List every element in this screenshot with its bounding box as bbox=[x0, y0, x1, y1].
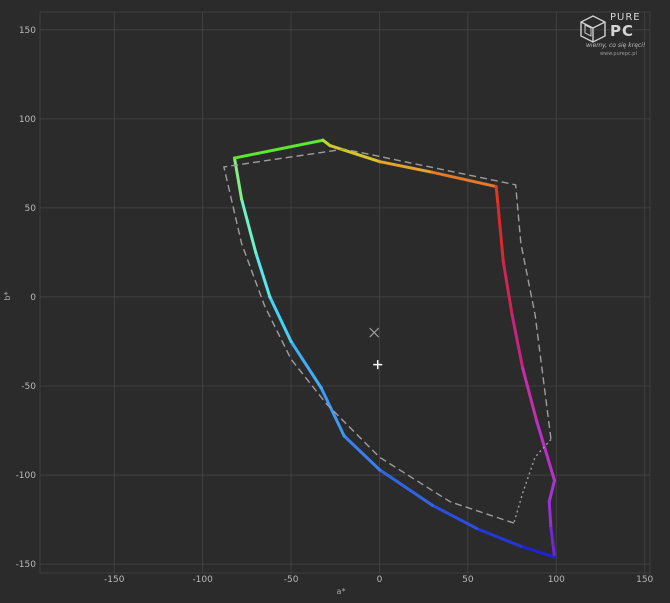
gamut-vertex bbox=[553, 478, 557, 482]
white-point-plus-marker bbox=[373, 360, 383, 370]
x-tick-label: -150 bbox=[104, 575, 125, 585]
gamut-outline-segment bbox=[496, 202, 505, 263]
gamut-outline-segment bbox=[232, 138, 325, 160]
gamut-outline-segment bbox=[535, 420, 557, 482]
y-tick-label: 150 bbox=[19, 26, 36, 36]
gamut-vertex bbox=[377, 468, 381, 472]
gamut-outline-segment bbox=[547, 500, 553, 530]
gamut-outline-segment bbox=[328, 144, 381, 164]
logo-url: www.purepc.pl bbox=[600, 51, 637, 57]
y-tick-label: -150 bbox=[16, 560, 37, 570]
gamut-outline-segment bbox=[319, 386, 346, 438]
reference-dotted-line bbox=[513, 438, 552, 524]
gamut-outline-segment bbox=[254, 250, 272, 299]
y-tick-label: -50 bbox=[21, 382, 36, 392]
gamut-vertex bbox=[342, 434, 346, 438]
gamut-vertex bbox=[431, 170, 435, 174]
gamut-vertex bbox=[553, 555, 557, 559]
gamut-vertex bbox=[321, 138, 325, 142]
gamut-outline-segment bbox=[268, 295, 293, 343]
gamut-outline-segment bbox=[377, 160, 435, 174]
cube-icon bbox=[580, 15, 606, 43]
y-tick-label: 0 bbox=[30, 293, 36, 303]
gamut-outline-segment bbox=[431, 503, 479, 530]
logo-brand-bottom: PC bbox=[610, 22, 635, 40]
x-axis-label: a* bbox=[337, 587, 346, 596]
gamut-vertex bbox=[328, 144, 332, 148]
gamut-vertex bbox=[501, 259, 505, 263]
point-markers bbox=[369, 327, 383, 370]
gamut-vertex bbox=[289, 339, 293, 343]
gamut-outline-segment bbox=[475, 526, 523, 548]
gamut-vertex bbox=[521, 366, 525, 370]
gamut-vertex bbox=[519, 544, 523, 548]
gamut-outline-segment bbox=[289, 339, 323, 390]
gamut-outline-segment bbox=[431, 170, 498, 189]
x-tick-label: 150 bbox=[636, 575, 653, 585]
gamut-vertex bbox=[240, 197, 244, 201]
gamut-vertex bbox=[496, 202, 500, 206]
gamut-outline-segment bbox=[240, 197, 258, 254]
white-point-x-marker bbox=[369, 327, 380, 338]
gamut-vertex bbox=[510, 313, 514, 317]
logo-tagline: wiemy, co się kręci! bbox=[586, 42, 646, 49]
tick-labels: -150 -100 -50 0 50 100 150 150 100 50 0 -50 -100 -150 bbox=[16, 26, 654, 585]
y-tick-label: 100 bbox=[19, 115, 36, 125]
gamut-vertex bbox=[475, 526, 479, 530]
gamut-outline-segment bbox=[519, 544, 557, 559]
x-marker-stroke bbox=[369, 327, 380, 338]
x-tick-label: 100 bbox=[548, 575, 565, 585]
gamut-outline-segment bbox=[494, 185, 500, 206]
gamut-outline-segment bbox=[521, 366, 539, 424]
gamut-vertex bbox=[547, 500, 551, 504]
reference-dashed-outline bbox=[223, 148, 552, 524]
gamut-vertex bbox=[535, 420, 539, 424]
y-tick-label: 50 bbox=[25, 204, 37, 214]
gamut-outline-segment bbox=[501, 259, 514, 317]
gamut-outline-segment bbox=[547, 478, 557, 504]
gamut-outline-segment bbox=[549, 526, 557, 559]
grid-lines bbox=[39, 11, 651, 574]
gamut-vertex bbox=[232, 156, 236, 160]
plot-frame bbox=[39, 11, 651, 574]
purepc-logo: PURE PC wiemy, co się kręci! www.purepc.… bbox=[578, 10, 662, 60]
gamut-vertex bbox=[319, 386, 323, 390]
x-tick-label: 50 bbox=[462, 575, 474, 585]
gamut-series bbox=[223, 138, 557, 559]
gamut-vertex bbox=[431, 503, 435, 507]
x-tick-label: -100 bbox=[192, 575, 213, 585]
x-tick-label: 0 bbox=[377, 575, 383, 585]
y-tick-label: -100 bbox=[16, 471, 37, 481]
gamut-vertex bbox=[494, 185, 498, 189]
logo-brand-top: PURE bbox=[610, 12, 641, 23]
gamut-outline-segment bbox=[377, 468, 435, 507]
gamut-vertex bbox=[549, 526, 553, 530]
x-tick-label: -50 bbox=[284, 575, 299, 585]
gamut-outline-segment bbox=[342, 434, 381, 472]
y-axis-label: b* bbox=[3, 291, 12, 300]
gamut-vertex bbox=[268, 295, 272, 299]
gamut-outline-segment bbox=[510, 313, 525, 370]
gamut-vertex bbox=[377, 160, 381, 164]
gamut-vertex bbox=[254, 250, 258, 254]
